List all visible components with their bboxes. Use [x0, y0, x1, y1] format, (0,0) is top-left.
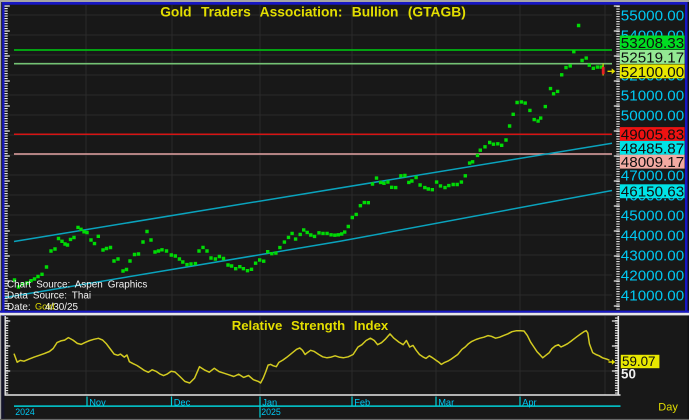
svg-text:Nov: Nov	[89, 397, 106, 407]
svg-text:4/30/25: 4/30/25	[45, 302, 78, 313]
svg-text:50000.00: 50000.00	[621, 107, 684, 124]
svg-text:Data Source: Thai: Data Source: Thai	[7, 291, 91, 302]
svg-text:42000.00: 42000.00	[621, 267, 684, 284]
svg-text:Feb: Feb	[354, 397, 370, 407]
svg-text:50: 50	[621, 367, 636, 382]
svg-text:2025: 2025	[261, 407, 281, 417]
svg-text:Jan: Jan	[262, 397, 277, 407]
svg-text:51000.00: 51000.00	[621, 87, 684, 104]
svg-text:46150.63: 46150.63	[621, 184, 684, 201]
svg-text:Gold Traders Association: Bull: Gold Traders Association: Bullion (GTAGB…	[160, 5, 466, 20]
svg-text:41000.00: 41000.00	[621, 287, 684, 304]
svg-text:52100.00: 52100.00	[621, 64, 684, 81]
svg-text:45000.00: 45000.00	[621, 207, 684, 224]
svg-text:44000.00: 44000.00	[621, 227, 684, 244]
svg-text:Date:: Date:	[7, 302, 31, 313]
svg-text:53208.33: 53208.33	[621, 35, 684, 52]
svg-text:49005.83: 49005.83	[621, 127, 684, 144]
svg-text:Chart Source: Aspen Graphics: Chart Source: Aspen Graphics	[7, 280, 147, 291]
svg-text:55000.00: 55000.00	[621, 7, 684, 24]
svg-text:Mar: Mar	[438, 397, 454, 407]
svg-text:Relative Strength Index: Relative Strength Index	[232, 318, 389, 333]
svg-text:2024: 2024	[15, 407, 35, 417]
svg-text:Apr: Apr	[522, 397, 536, 407]
svg-text:48485.87: 48485.87	[621, 140, 684, 157]
svg-text:52519.17: 52519.17	[621, 49, 684, 66]
svg-text:48009.17: 48009.17	[621, 154, 684, 171]
svg-text:Dec: Dec	[174, 397, 191, 407]
svg-text:Gold: Gold	[35, 301, 54, 311]
svg-text:Day: Day	[658, 402, 678, 414]
svg-text:59.07: 59.07	[622, 354, 656, 369]
svg-text:43000.00: 43000.00	[621, 247, 684, 264]
svg-text:47000.00: 47000.00	[621, 167, 684, 184]
